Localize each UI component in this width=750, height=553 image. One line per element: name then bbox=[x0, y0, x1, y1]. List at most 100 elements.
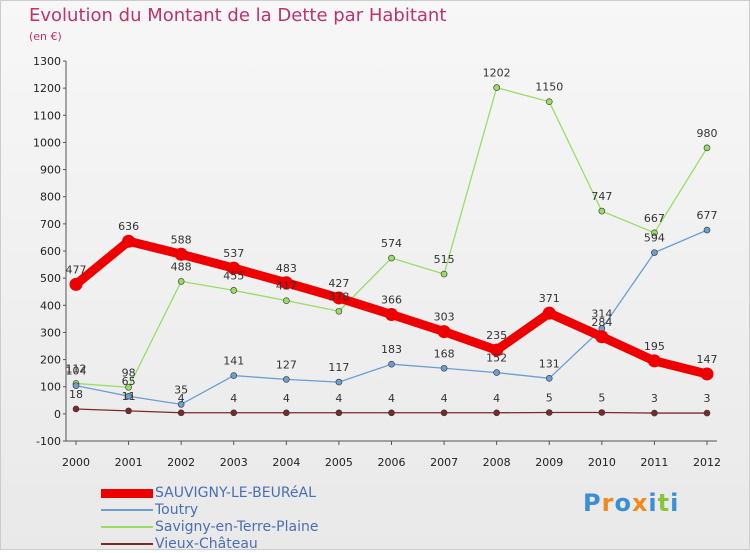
data-point bbox=[335, 409, 343, 417]
data-point bbox=[227, 261, 241, 275]
data-label: 284 bbox=[591, 316, 612, 329]
data-point bbox=[595, 330, 609, 344]
data-point bbox=[545, 374, 553, 382]
chart-title: Evolution du Montant de la Dette par Hab… bbox=[29, 5, 447, 26]
data-label: 117 bbox=[328, 361, 349, 374]
data-point bbox=[700, 367, 714, 381]
data-point bbox=[651, 249, 658, 256]
data-label: 5 bbox=[546, 392, 553, 405]
data-label: 1202 bbox=[483, 67, 511, 80]
data-label: 455 bbox=[223, 269, 244, 282]
legend-label: Toutry bbox=[155, 502, 199, 518]
data-label: 371 bbox=[539, 292, 560, 305]
data-label: 574 bbox=[381, 237, 402, 250]
data-point bbox=[598, 409, 606, 416]
data-point bbox=[493, 409, 500, 417]
y-tick-label: 0 bbox=[54, 408, 61, 421]
data-point bbox=[335, 307, 343, 315]
x-tick-label: 2008 bbox=[483, 456, 511, 469]
y-tick-label: 400 bbox=[40, 299, 61, 312]
data-point bbox=[122, 234, 136, 248]
logo-letter: o bbox=[614, 489, 632, 517]
data-point bbox=[283, 297, 290, 304]
legend-item: Toutry bbox=[101, 502, 401, 519]
data-label: 195 bbox=[644, 340, 665, 353]
y-tick-label: 100 bbox=[40, 381, 61, 394]
data-label: 141 bbox=[223, 355, 244, 368]
data-point bbox=[651, 229, 658, 237]
x-tick-label: 2005 bbox=[325, 456, 353, 469]
data-point bbox=[598, 207, 606, 215]
data-point bbox=[72, 405, 80, 413]
data-point bbox=[230, 409, 238, 417]
x-tick-label: 2000 bbox=[62, 456, 90, 469]
logo-letter: i bbox=[670, 489, 680, 517]
data-label: 303 bbox=[434, 311, 455, 324]
data-point bbox=[388, 409, 395, 417]
data-label: 1150 bbox=[535, 81, 563, 94]
data-label: 4 bbox=[388, 392, 395, 405]
data-label: 677 bbox=[697, 209, 718, 222]
data-point bbox=[72, 382, 80, 389]
y-tick-label: 600 bbox=[40, 245, 61, 258]
data-point bbox=[283, 376, 290, 383]
data-point bbox=[388, 360, 395, 368]
data-label: 183 bbox=[381, 343, 402, 356]
data-label: 3 bbox=[704, 392, 711, 405]
unit-label: (en €) bbox=[29, 30, 62, 43]
x-tick-label: 2011 bbox=[640, 456, 668, 469]
x-tick-label: 2004 bbox=[272, 456, 300, 469]
x-tick-label: 2010 bbox=[588, 456, 616, 469]
y-tick-label: 200 bbox=[40, 354, 61, 367]
data-point bbox=[230, 287, 238, 294]
y-tick-label: 1300 bbox=[33, 55, 61, 68]
y-tick-label: 1100 bbox=[33, 109, 61, 122]
data-point bbox=[440, 270, 448, 278]
data-point bbox=[279, 276, 293, 290]
logo-letter: r bbox=[601, 489, 615, 517]
data-label: 4 bbox=[441, 392, 448, 405]
x-tick-label: 2003 bbox=[220, 456, 248, 469]
data-label: 4 bbox=[493, 392, 500, 405]
data-label: 417 bbox=[276, 280, 297, 293]
data-label: 65 bbox=[122, 375, 136, 388]
data-point bbox=[647, 354, 661, 368]
data-label: 537 bbox=[223, 247, 244, 260]
data-point bbox=[545, 98, 553, 106]
data-label: 35 bbox=[174, 383, 188, 396]
data-point bbox=[385, 308, 398, 322]
x-tick-label: 2012 bbox=[693, 456, 721, 469]
data-label: 5 bbox=[598, 392, 605, 405]
legend-swatch bbox=[101, 509, 153, 511]
data-label: 18 bbox=[69, 388, 83, 401]
y-tick-label: 1200 bbox=[33, 82, 61, 95]
data-label: 378 bbox=[328, 290, 349, 303]
data-point bbox=[490, 343, 504, 357]
legend-item: SAUVIGNY-LE-BEURéAL bbox=[101, 485, 401, 502]
x-tick-label: 2007 bbox=[430, 456, 458, 469]
data-point bbox=[388, 254, 395, 262]
data-label: 980 bbox=[697, 127, 718, 140]
y-tick-label: 500 bbox=[40, 272, 61, 285]
logo-letter: P bbox=[583, 489, 602, 517]
data-label: 366 bbox=[381, 294, 402, 307]
data-point bbox=[125, 407, 132, 415]
data-label: 667 bbox=[644, 212, 665, 225]
data-point bbox=[493, 369, 500, 376]
data-label: 168 bbox=[434, 347, 455, 360]
y-tick-label: 800 bbox=[40, 191, 61, 204]
y-tick-label: 300 bbox=[40, 326, 61, 339]
data-label: 483 bbox=[276, 262, 297, 275]
x-tick-label: 2001 bbox=[115, 456, 143, 469]
data-point bbox=[703, 144, 711, 152]
data-point bbox=[437, 325, 451, 339]
x-tick-label: 2009 bbox=[535, 456, 563, 469]
data-point bbox=[283, 409, 290, 417]
data-point bbox=[651, 409, 658, 417]
legend-label: Vieux-Château bbox=[155, 536, 258, 552]
data-point bbox=[332, 291, 346, 305]
data-label: 588 bbox=[171, 233, 192, 246]
data-label: 104 bbox=[66, 365, 87, 378]
data-label: 98 bbox=[122, 366, 136, 379]
